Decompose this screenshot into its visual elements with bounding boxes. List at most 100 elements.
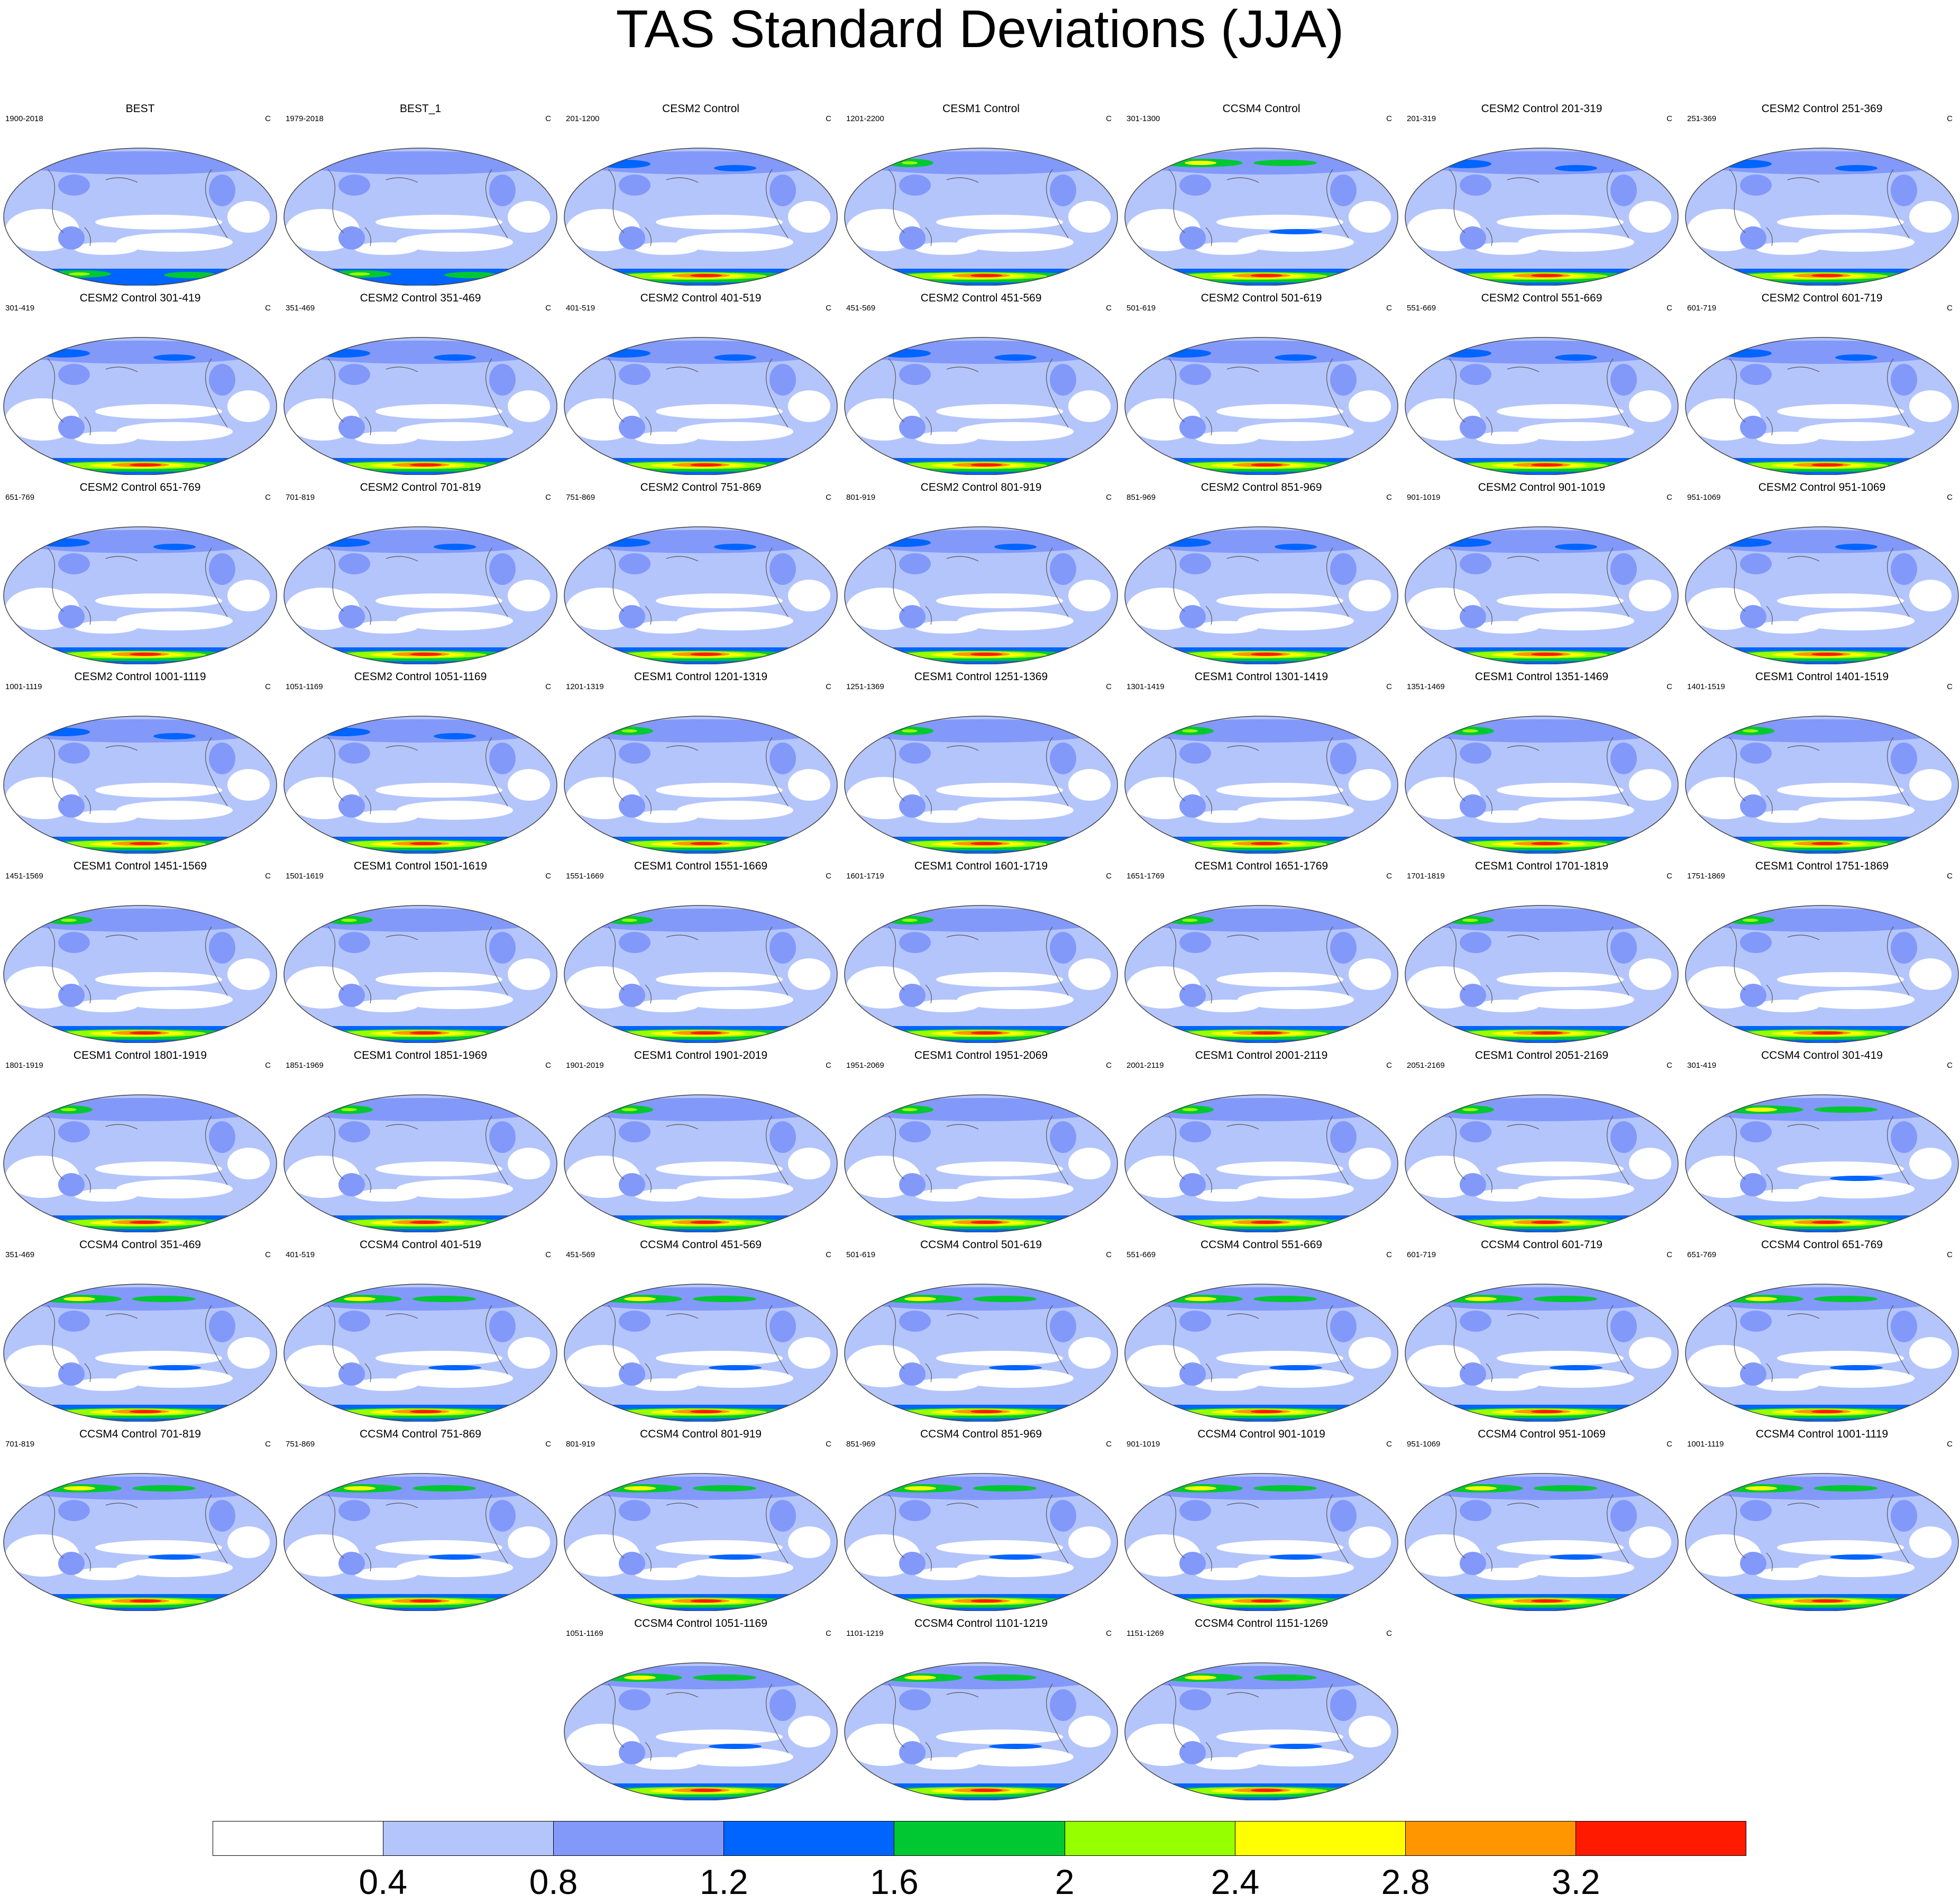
map-panel: CESM1 Control 1701-1819 1701-1819 C xyxy=(1402,858,1682,1043)
panel-units: C xyxy=(826,1440,831,1449)
panel-units: C xyxy=(826,1250,831,1259)
panel-title: BEST_1 xyxy=(399,103,442,115)
map-panel: CESM1 Control 1401-1519 1401-1519 C xyxy=(1682,669,1960,854)
panel-period: 1001-1119 xyxy=(5,682,42,691)
panel-period: 901-1019 xyxy=(1407,493,1441,502)
panel-title: CESM1 Control 1201-1319 xyxy=(634,671,768,683)
world-map xyxy=(3,337,277,475)
world-map xyxy=(564,337,838,475)
panel-period: 501-619 xyxy=(1126,304,1156,313)
world-map xyxy=(844,1473,1118,1611)
panel-units: C xyxy=(826,304,831,313)
panel-units: C xyxy=(1106,114,1112,123)
colorbar-box xyxy=(724,1821,895,1855)
panel-period: 1951-2069 xyxy=(846,1061,884,1070)
panel-title: CESM2 Control 751-869 xyxy=(640,481,762,493)
panel-title: CCSM4 Control 451-569 xyxy=(640,1239,762,1251)
panel-units: C xyxy=(1666,304,1672,313)
panel-title: CESM1 Control 2051-2169 xyxy=(1474,1049,1609,1061)
map-panel: CCSM4 Control 701-819 701-819 C xyxy=(0,1426,280,1611)
panel-period: 1501-1619 xyxy=(286,872,324,881)
panel-period: 801-919 xyxy=(846,493,876,502)
world-map xyxy=(3,905,277,1043)
map-panel: CESM2 Control 1001-1119 1001-1119 C xyxy=(0,669,280,854)
panel-units: C xyxy=(1947,872,1953,881)
panel-period: 1001-1119 xyxy=(1687,1440,1724,1449)
map-panel: CESM2 Control 301-419 301-419 C xyxy=(0,290,280,475)
panel-period: 851-969 xyxy=(1126,493,1156,502)
world-map xyxy=(1685,716,1959,854)
panel-period: 951-1069 xyxy=(1407,1440,1441,1449)
map-panel: CESM1 Control 1901-2019 1901-2019 C xyxy=(561,1047,841,1232)
colorbar-box xyxy=(1405,1821,1576,1855)
world-map xyxy=(564,716,838,854)
colorbar-box xyxy=(1576,1821,1746,1855)
panel-title: CESM1 Control 1701-1819 xyxy=(1474,860,1609,872)
map-panel: CESM2 Control 751-869 751-869 C xyxy=(561,479,841,664)
panel-units: C xyxy=(1106,1440,1112,1449)
world-map xyxy=(3,526,277,664)
panel-title: CCSM4 Control 851-969 xyxy=(920,1428,1042,1440)
panel-units: C xyxy=(1386,114,1392,123)
panel-units: C xyxy=(1666,114,1672,123)
world-map xyxy=(564,1284,838,1422)
panel-period: 1151-1269 xyxy=(1126,1629,1164,1638)
panel-units: C xyxy=(1666,872,1672,881)
panel-period: 701-819 xyxy=(5,1440,35,1449)
map-panel: CESM1 Control 1301-1419 1301-1419 C xyxy=(1121,669,1402,854)
colorbar-box xyxy=(383,1821,554,1855)
world-map xyxy=(564,1662,838,1800)
map-panel: CCSM4 Control 401-519 401-519 C xyxy=(280,1237,561,1422)
panel-period: 851-969 xyxy=(846,1440,876,1449)
world-map xyxy=(1124,905,1398,1043)
panel-title: CESM2 Control xyxy=(662,103,739,115)
figure-title: TAS Standard Deviations (JJA) xyxy=(616,0,1344,59)
panel-units: C xyxy=(545,304,551,313)
panel-period: 251-369 xyxy=(1687,114,1717,123)
panel-units: C xyxy=(545,493,551,502)
panel-period: 201-319 xyxy=(1407,114,1436,123)
map-panel: CCSM4 Control 351-469 351-469 C xyxy=(0,1237,280,1422)
panel-period: 1901-2019 xyxy=(566,1061,604,1070)
map-panel: CCSM4 Control 951-1069 951-1069 C xyxy=(1402,1426,1682,1611)
panel-title: CCSM4 Control 1051-1169 xyxy=(634,1617,767,1630)
map-panel: CCSM4 Control 651-769 651-769 C xyxy=(1682,1237,1960,1422)
panel-period: 451-569 xyxy=(566,1250,596,1259)
world-map xyxy=(1405,1284,1679,1422)
panel-title: CCSM4 Control 301-419 xyxy=(1761,1049,1883,1061)
world-map xyxy=(1685,526,1959,664)
panel-period: 1201-1319 xyxy=(566,682,604,691)
panel-units: C xyxy=(1947,682,1953,691)
panel-period: 351-469 xyxy=(5,1250,35,1259)
map-panel: CESM2 Control 351-469 351-469 C xyxy=(280,290,561,475)
map-panel: CCSM4 Control 901-1019 901-1019 C xyxy=(1121,1426,1402,1611)
panel-title: CCSM4 Control 551-669 xyxy=(1201,1239,1322,1251)
panel-period: 1201-2200 xyxy=(846,114,884,123)
panel-units: C xyxy=(1947,304,1953,313)
world-map xyxy=(3,1284,277,1422)
panel-period: 2001-2119 xyxy=(1126,1061,1164,1070)
colorbar-label: 2 xyxy=(1055,1862,1075,1901)
panel-title: CCSM4 Control 651-769 xyxy=(1761,1239,1883,1251)
panel-units: C xyxy=(1106,493,1112,502)
panel-period: 1551-1669 xyxy=(566,872,604,881)
panel-units: C xyxy=(1386,682,1392,691)
panel-units: C xyxy=(826,114,831,123)
panel-units: C xyxy=(265,872,271,881)
map-panel: CCSM4 Control 751-869 751-869 C xyxy=(280,1426,561,1611)
map-panel: CESM1 Control 1251-1369 1251-1369 C xyxy=(841,669,1121,854)
map-panel: CESM2 Control 651-769 651-769 C xyxy=(0,479,280,664)
panel-units: C xyxy=(545,682,551,691)
world-map xyxy=(283,716,557,854)
colorbar-box xyxy=(213,1821,384,1855)
colorbar-box xyxy=(894,1821,1065,1855)
panel-title: CCSM4 Control 951-1069 xyxy=(1478,1428,1606,1440)
panel-units: C xyxy=(1386,493,1392,502)
panel-title: CESM2 Control 851-969 xyxy=(1201,481,1322,493)
map-panel: CESM1 Control 1551-1669 1551-1669 C xyxy=(561,858,841,1043)
world-map xyxy=(1405,337,1679,475)
world-map xyxy=(1124,148,1398,286)
world-map xyxy=(3,1094,277,1232)
world-map xyxy=(1405,716,1679,854)
map-panel: CESM1 Control 1801-1919 1801-1919 C xyxy=(0,1047,280,1232)
